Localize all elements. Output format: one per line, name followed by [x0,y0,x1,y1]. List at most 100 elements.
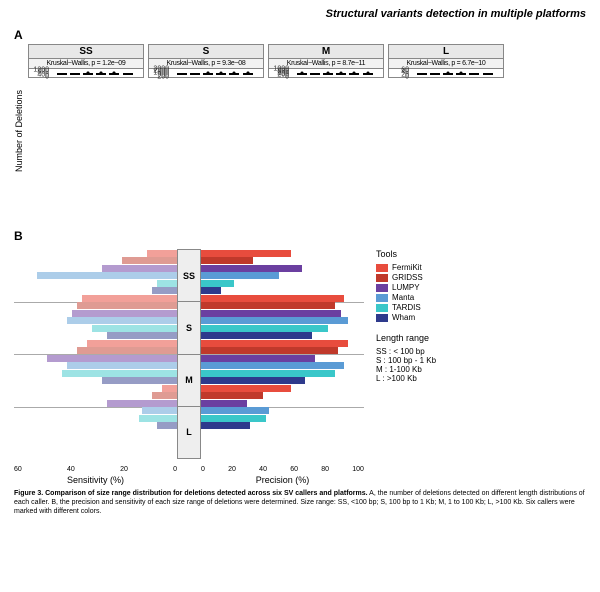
group-label: SS [178,250,200,302]
precision-bar [201,407,364,414]
precision-bar [201,257,364,264]
sensitivity-bar [14,250,177,257]
tornado-center-labels: SSSML [177,249,201,459]
precision-bar [201,415,364,422]
precision-bar [201,347,364,354]
boxplot-panel-S: S Kruskal−Wallis, p = 9.3e−08 2009001600… [148,44,264,78]
sensitivity-bar [14,317,177,324]
outlier-point [366,72,369,75]
outlier-point [220,72,223,75]
outlier-point [233,72,236,75]
precision-bar [201,310,364,317]
sensitivity-bar [14,265,177,272]
sensitivity-bar [14,385,177,392]
group-label: L [178,407,200,458]
legend-swatch [376,314,388,322]
legend-swatch [376,294,388,302]
length-range-item: L : >100 Kb [376,374,586,383]
precision-bar [201,265,364,272]
outlier-point [206,72,209,75]
sensitivity-bar [14,392,177,399]
outlier-point [340,72,343,75]
xtick: 0 [173,466,177,473]
outlier-point [326,72,329,75]
precision-bar [201,362,364,369]
sensitivity-bar [14,400,177,407]
precision-bar [201,340,364,347]
outlier-point [300,72,303,75]
precision-axis-label: Precision (%) [256,475,310,485]
length-range-item: M : 1-100 Kb [376,365,586,374]
panel-b-label: B [14,229,586,243]
panel-a-label: A [14,28,586,42]
tornado-chart: 6040200 Sensitivity (%) SSSML 0204060801… [14,249,364,459]
xtick: 40 [259,466,267,473]
precision-bar [201,422,364,429]
outlier-point [246,72,249,75]
legend-item: TARDIS [376,303,586,312]
precision-bar [201,280,364,287]
legend-swatch [376,284,388,292]
legend-swatch [376,264,388,272]
sensitivity-bar [14,355,177,362]
precision-bar [201,295,364,302]
precision-side: 020406080100 Precision (%) [201,249,364,459]
sensitivity-bar [14,362,177,369]
sensitivity-bar [14,347,177,354]
legend-text: Manta [392,293,414,302]
sensitivity-bar [14,310,177,317]
panel-b: 6040200 Sensitivity (%) SSSML 0204060801… [14,249,586,459]
sensitivity-bar [14,257,177,264]
panel-a: Number of Deletions SS Kruskal−Wallis, p… [14,44,586,219]
boxplot-panel-SS: SS Kruskal−Wallis, p = 1.2e−09 040080012… [28,44,144,78]
legend-item: FermiKit [376,263,586,272]
sensitivity-bar [14,415,177,422]
ytick: 1200 [33,66,49,73]
group-label: M [178,355,200,407]
legend-tools-title: Tools [376,249,586,259]
ytick: 1000 [273,66,289,73]
precision-bar [201,400,364,407]
outlier-point [100,72,103,75]
legend-item: Wham [376,313,586,322]
legend-swatch [376,304,388,312]
xtick: 100 [352,466,364,473]
sensitivity-bar [14,272,177,279]
legend-item: Manta [376,293,586,302]
sensitivity-axis-label: Sensitivity (%) [67,475,124,485]
group-label: S [178,302,200,354]
precision-bar [201,250,364,257]
precision-bar [201,325,364,332]
legend-text: LUMPY [392,283,420,292]
outlier-point [353,72,356,75]
figure-caption: Figure 3. Comparison of size range distr… [14,489,586,516]
panel-title: SS [29,45,143,59]
sensitivity-bar [14,325,177,332]
sensitivity-bar [14,295,177,302]
sensitivity-bar [14,280,177,287]
legend: Tools FermiKitGRIDSSLUMPYMantaTARDISWham… [376,249,586,459]
outlier-point [86,72,89,75]
xtick: 60 [290,466,298,473]
boxplot-panel-L: L Kruskal−Wallis, p = 6.7e−10 0204060 [388,44,504,78]
outlier-point [113,72,116,75]
precision-bar [201,302,364,309]
legend-item: GRIDSS [376,273,586,282]
xtick: 20 [120,466,128,473]
ytick: 3000 [153,66,169,73]
yaxis-label-a: Number of Deletions [14,90,24,172]
xtick: 80 [321,466,329,473]
length-range-item: SS : < 100 bp [376,347,586,356]
ytick: 60 [401,67,409,74]
precision-bar [201,355,364,362]
precision-bar [201,392,364,399]
sensitivity-bar [14,377,177,384]
xtick: 60 [14,466,22,473]
sensitivity-bar [14,422,177,429]
legend-text: Wham [392,313,415,322]
outlier-point [446,72,449,75]
precision-bar [201,317,364,324]
length-range-item: S : 100 bp - 1 Kb [376,356,586,365]
precision-bar [201,385,364,392]
xtick: 40 [67,466,75,473]
